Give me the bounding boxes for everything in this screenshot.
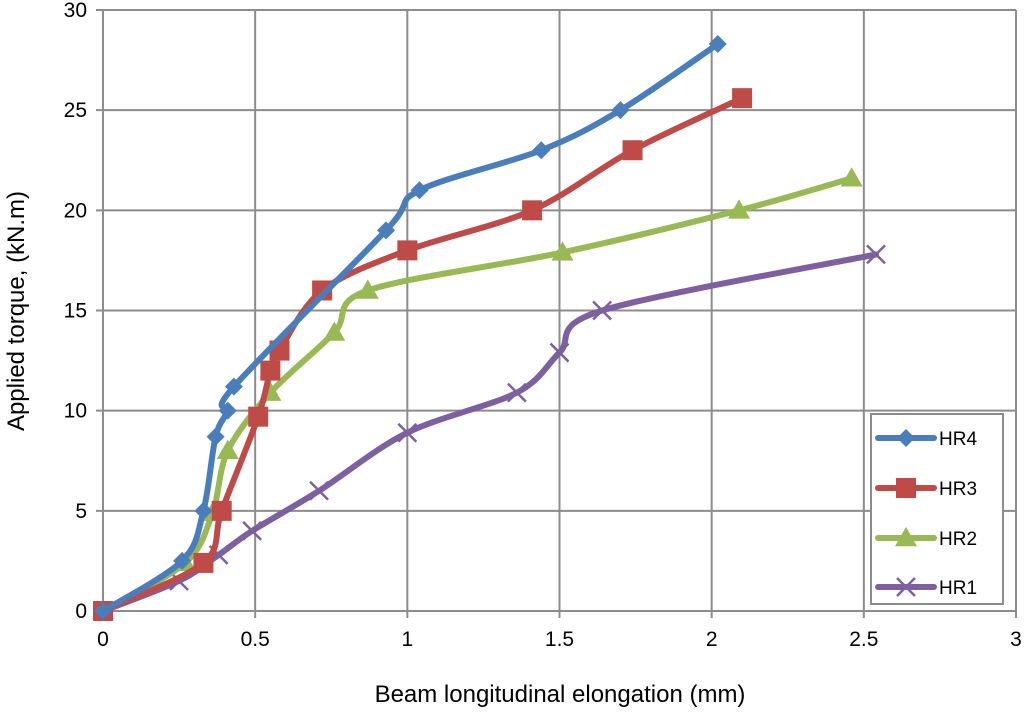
data-point — [622, 140, 643, 161]
legend-label: HR3 — [939, 479, 977, 500]
series-group — [92, 35, 886, 621]
legend-label: HR4 — [939, 429, 977, 450]
data-point — [728, 199, 751, 219]
legend-marker — [895, 527, 917, 547]
legend: HR4 HR3 HR2 HR1 — [870, 413, 1004, 605]
data-point — [94, 602, 112, 620]
legend-item-hr2: HR2 — [875, 527, 977, 550]
series-hr4 — [94, 35, 727, 620]
legend-label: HR1 — [939, 578, 977, 599]
data-point — [551, 241, 574, 261]
x-axis-title: Beam longitudinal elongation (mm) — [375, 681, 746, 708]
data-point — [211, 500, 232, 521]
y-axis-title: Applied torque, (kN.m) — [3, 191, 30, 431]
data-point — [377, 221, 396, 240]
legend-item-hr3: HR3 — [875, 478, 977, 500]
data-point — [592, 300, 612, 321]
data-point — [611, 101, 630, 120]
data-point — [309, 480, 329, 501]
legend-marker — [896, 478, 916, 498]
legend-item-hr1: HR1 — [875, 577, 977, 599]
y-tick-label: 20 — [64, 199, 87, 222]
data-point — [323, 321, 346, 341]
data-point — [397, 422, 418, 443]
data-point — [216, 439, 239, 459]
x-tick-label: 1 — [401, 628, 413, 651]
series-line-hr3 — [100, 95, 746, 614]
series-hr2 — [92, 167, 863, 620]
data-point — [218, 401, 237, 420]
data-point — [507, 382, 527, 403]
legend-marker — [897, 429, 915, 447]
data-point — [242, 520, 263, 541]
y-tick-label: 0 — [75, 600, 87, 623]
x-tick-label: 3 — [1010, 628, 1022, 651]
data-point — [840, 167, 863, 187]
y-tick-label: 10 — [64, 400, 87, 423]
data-point — [522, 200, 543, 221]
data-point — [397, 240, 418, 261]
data-point — [206, 427, 225, 446]
data-point — [410, 181, 429, 200]
data-point — [356, 279, 379, 299]
data-point — [532, 141, 551, 160]
series-line-hr4 — [100, 41, 721, 614]
y-tick-label: 25 — [64, 99, 87, 122]
data-point — [866, 244, 886, 265]
x-tick-label: 0 — [97, 628, 109, 651]
data-point — [173, 551, 192, 570]
legend-label: HR2 — [939, 529, 977, 550]
data-point — [708, 35, 727, 54]
data-point — [312, 280, 333, 301]
data-point — [248, 406, 269, 427]
axis-ticks: 0 5 10 15 20 25 30 0 0.5 1 1.5 2 2.5 3 — [64, 0, 1022, 651]
legend-item-hr4: HR4 — [875, 429, 977, 450]
y-tick-label: 5 — [75, 500, 87, 523]
legend-marker — [896, 577, 916, 597]
data-point — [224, 377, 243, 396]
x-tick-label: 2.5 — [849, 628, 878, 651]
data-point — [260, 360, 281, 381]
data-point — [549, 342, 570, 363]
x-tick-label: 0.5 — [241, 628, 270, 651]
x-tick-label: 2 — [706, 628, 718, 651]
x-tick-label: 1.5 — [545, 628, 574, 651]
legend-box — [870, 413, 1004, 605]
data-point — [732, 88, 753, 109]
y-tick-label: 15 — [64, 300, 87, 323]
y-tick-label: 30 — [64, 0, 87, 22]
data-point — [193, 552, 214, 573]
series-hr3 — [93, 88, 753, 621]
data-point — [194, 501, 213, 520]
